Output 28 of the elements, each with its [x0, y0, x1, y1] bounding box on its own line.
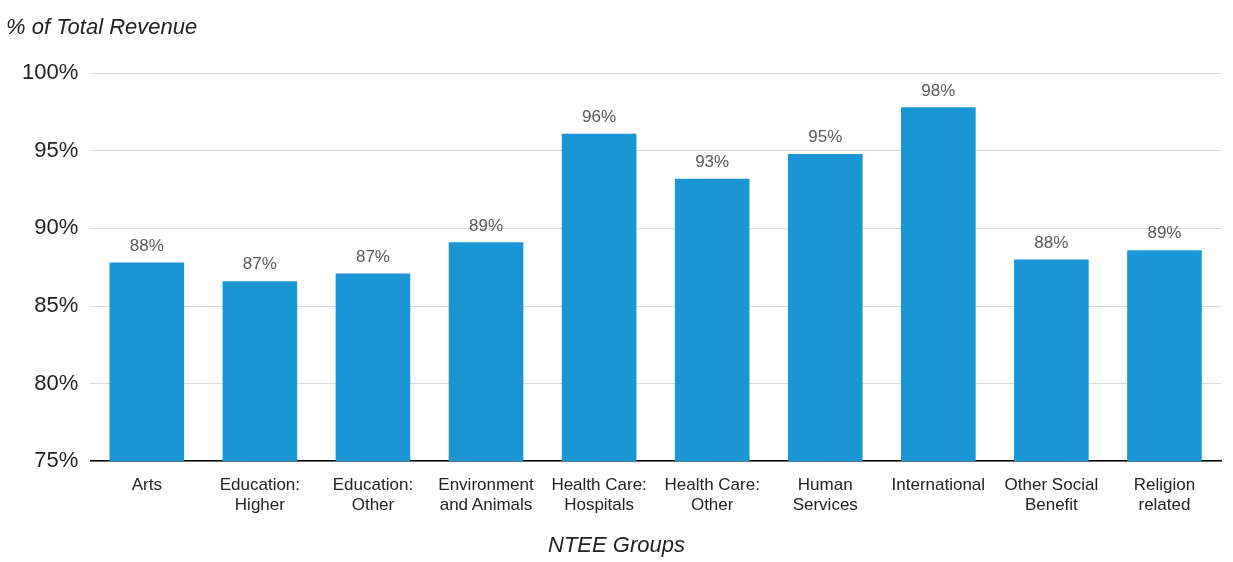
y-tick-label: 85% [34, 292, 79, 318]
data-label: 95% [808, 127, 843, 147]
x-tick-label: Religion related [1133, 475, 1196, 515]
data-label: 89% [1147, 223, 1182, 243]
y-tick-label: 100% [21, 59, 79, 85]
x-tick-label: Health Care: Other [664, 475, 760, 515]
data-label: 87% [242, 254, 277, 274]
x-axis-title: NTEE Groups [547, 532, 686, 558]
data-label: 88% [1034, 232, 1069, 252]
y-tick-label: 75% [34, 447, 79, 473]
y-tick-label: 95% [34, 136, 79, 162]
data-label: 96% [582, 106, 617, 126]
x-tick-label: International [891, 475, 986, 495]
data-label: 89% [469, 215, 504, 235]
x-tick-label: Arts [131, 475, 162, 495]
y-axis-title: % of Total Revenue [6, 14, 198, 40]
x-tick-label: Health Care: Hospitals [551, 475, 647, 515]
x-tick-label: Environment and Animals [438, 475, 535, 515]
y-tick-label: 80% [34, 369, 79, 395]
x-tick-label: Education: Other [332, 475, 414, 515]
x-tick-label: Other Social Benefit [1004, 475, 1099, 515]
data-label: 98% [921, 80, 956, 100]
y-tick-label: 90% [34, 214, 79, 240]
x-tick-label: Education: Higher [219, 475, 301, 515]
data-label: 93% [695, 151, 730, 171]
data-label: 87% [355, 246, 390, 266]
x-tick-label: Human Services [792, 475, 858, 515]
data-label: 88% [129, 235, 164, 255]
